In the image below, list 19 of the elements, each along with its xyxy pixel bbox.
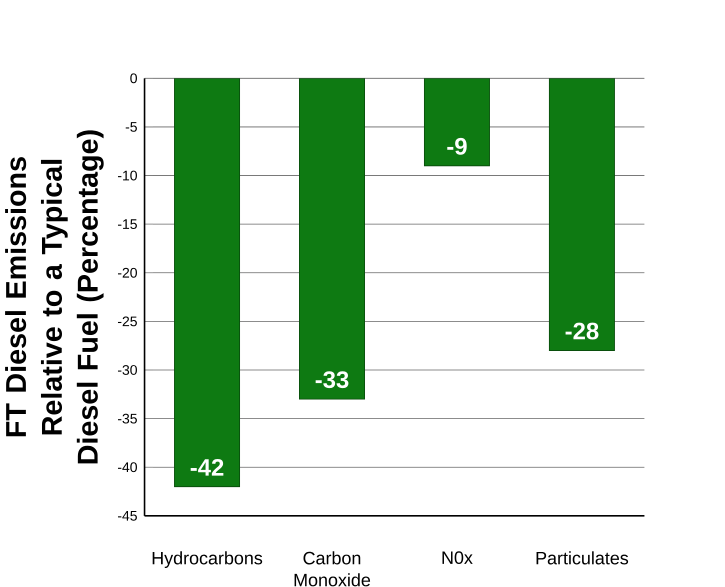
data-label: -28 bbox=[566, 322, 598, 340]
y-tick-label: -20 bbox=[118, 268, 137, 278]
y-tick-label: -40 bbox=[118, 462, 137, 472]
x-tick-label: Carbon Monoxide bbox=[294, 551, 370, 587]
y-tick-label: -45 bbox=[118, 511, 137, 521]
y-tick-label: 0 bbox=[130, 74, 137, 84]
y-tick-label: -15 bbox=[118, 219, 137, 230]
y-tick-label: -5 bbox=[126, 122, 137, 132]
data-label: -42 bbox=[190, 459, 224, 476]
y-tick-label: -25 bbox=[118, 316, 137, 326]
y-tick-label: -30 bbox=[118, 365, 137, 376]
data-label: -9 bbox=[447, 138, 467, 155]
y-axis-title: FT Diesel Emissions Relative to a Typical Diesel Fuel (Percentage) bbox=[5, 130, 104, 464]
y-tick-label: -35 bbox=[118, 414, 137, 424]
x-tick-label: Hydrocarbons bbox=[152, 551, 262, 568]
x-tick-label: Particulates bbox=[536, 551, 628, 565]
x-tick-label: N0x bbox=[442, 551, 473, 564]
y-tick-label: -10 bbox=[118, 170, 137, 181]
data-label: -33 bbox=[316, 371, 348, 388]
